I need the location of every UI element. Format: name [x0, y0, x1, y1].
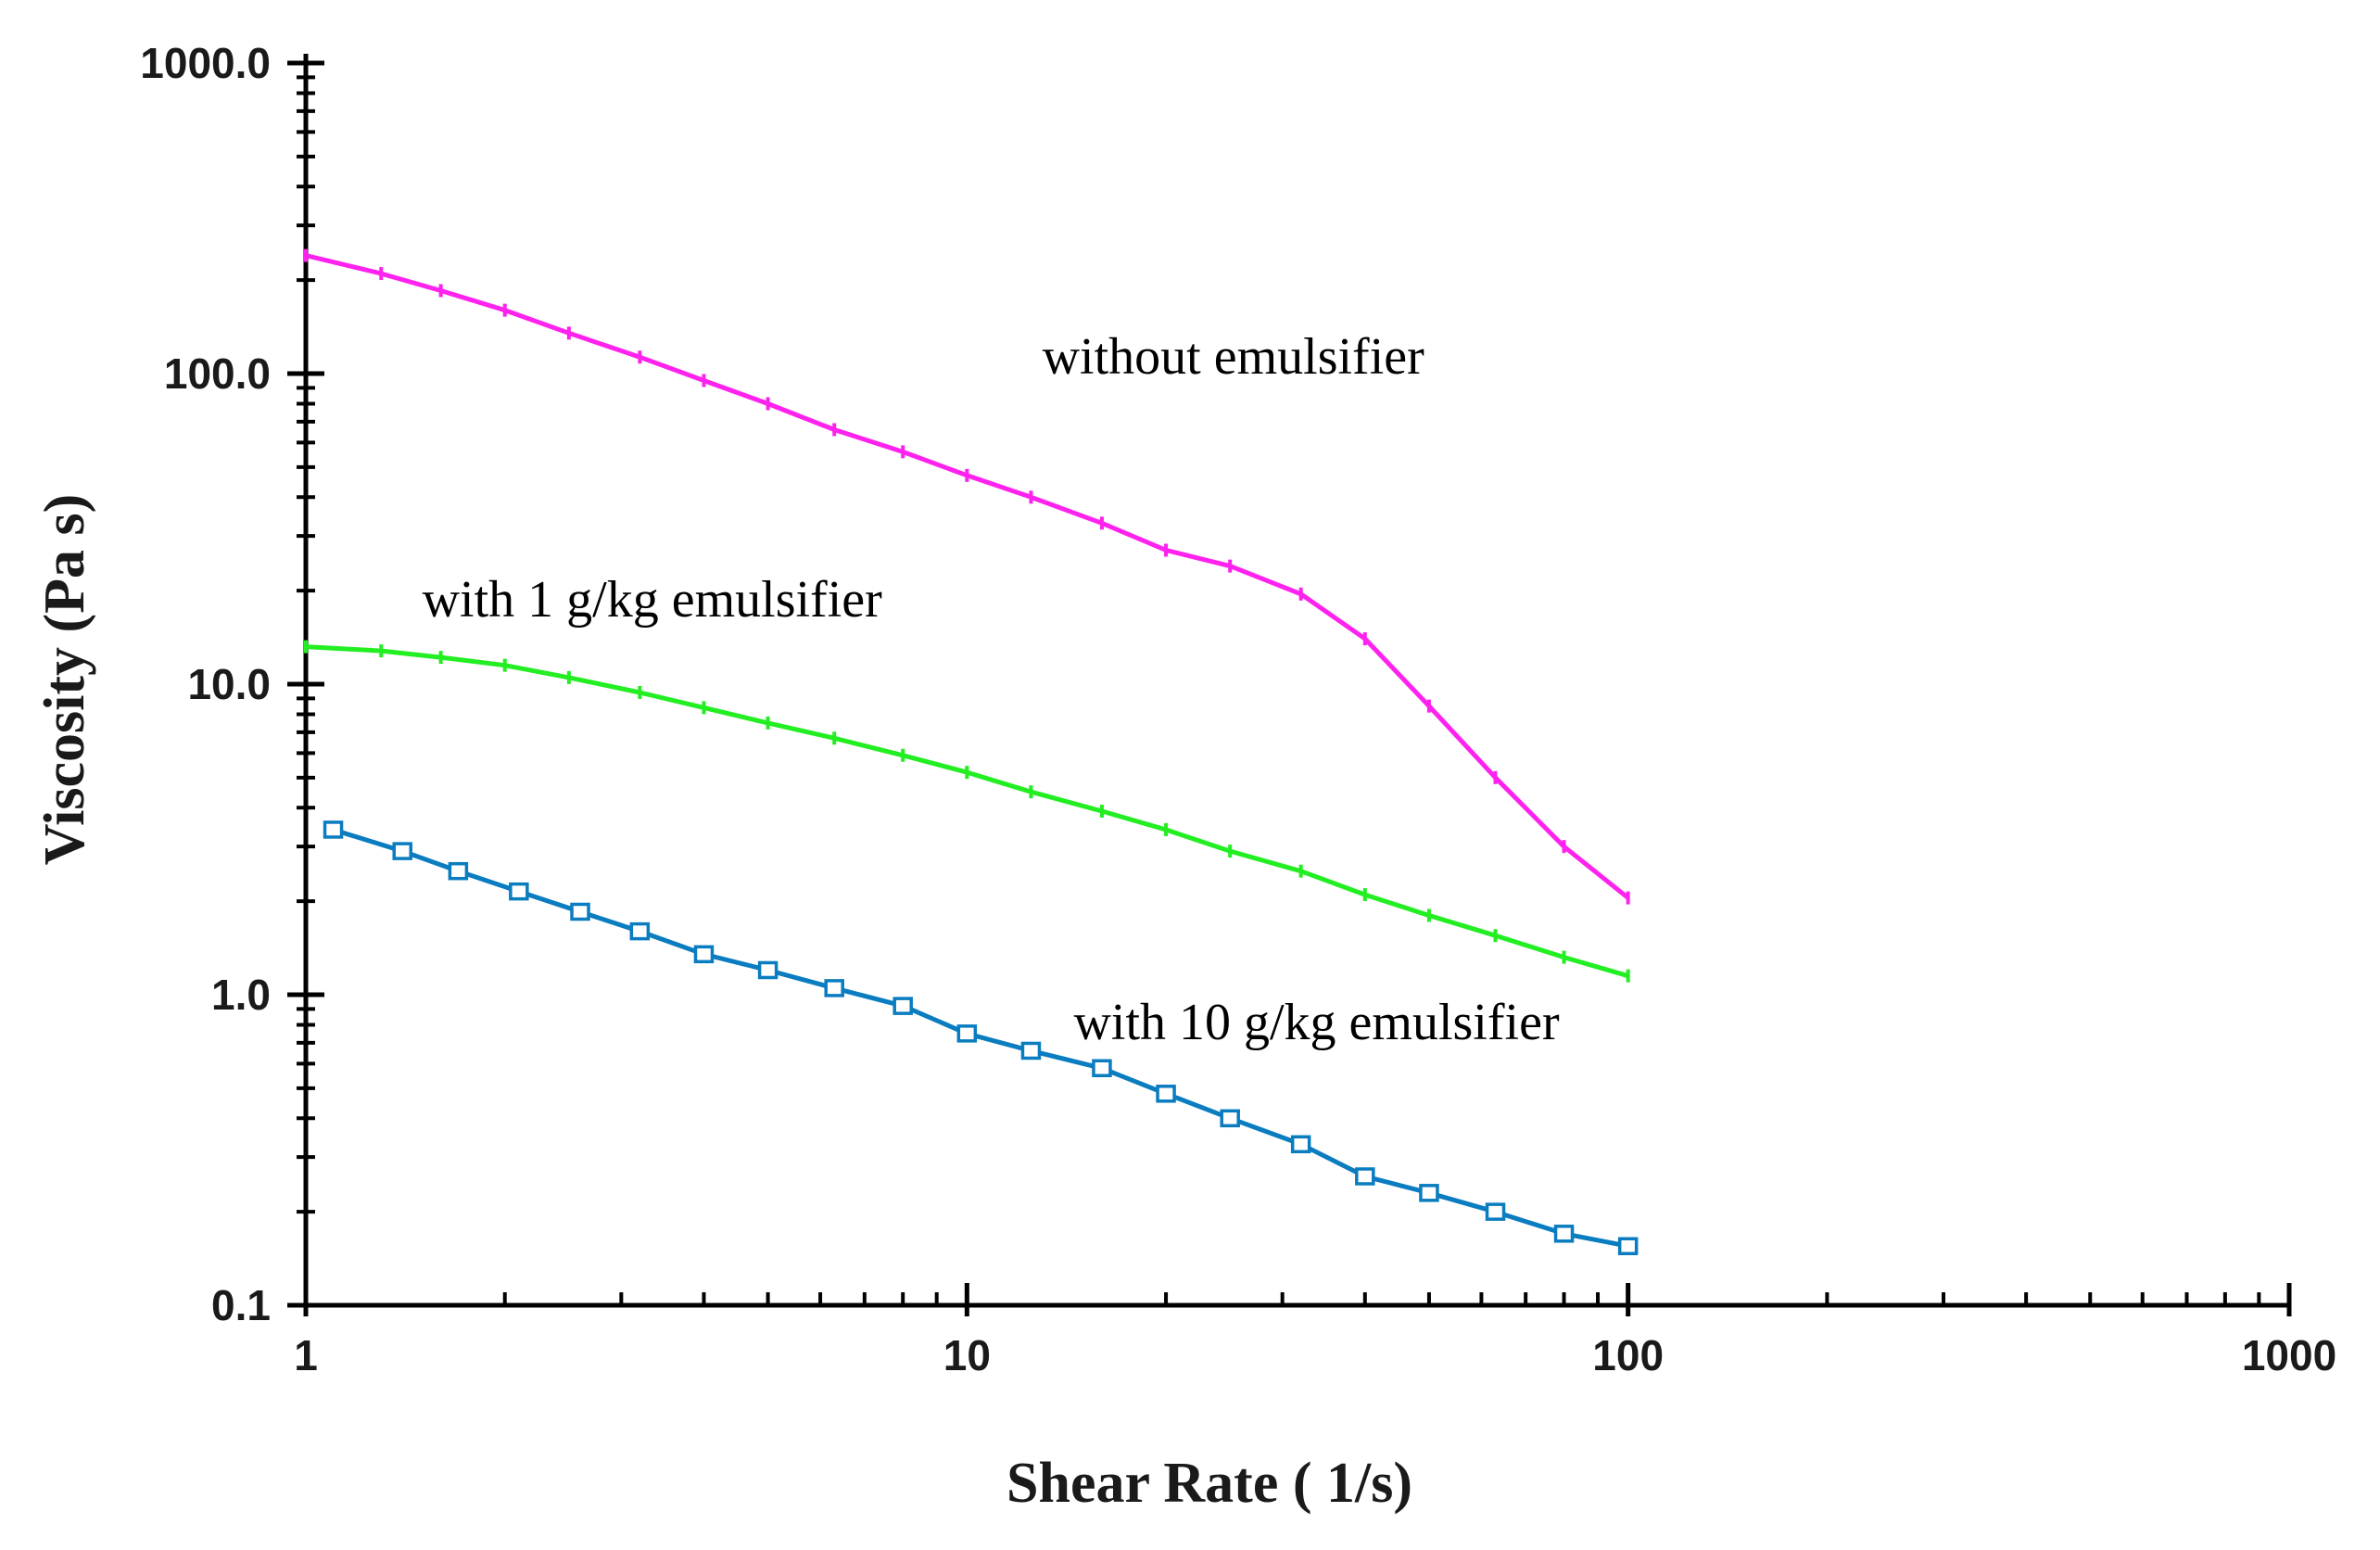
data-point: [509, 882, 529, 901]
x-axis-title: Shear Rate ( 1/s): [1006, 1452, 1412, 1515]
series-annotation: without emulsifier: [1043, 328, 1425, 386]
data-point: [392, 842, 412, 860]
data-point: [1156, 1085, 1176, 1103]
data-point: [1419, 1184, 1439, 1202]
data-point: [956, 1024, 978, 1043]
data-point: [757, 960, 779, 980]
series-without-emulsifier: [304, 248, 1630, 905]
data-point: [1290, 1135, 1311, 1154]
series-with-10-g-kg-emulsifier: [323, 820, 1639, 1255]
data-point: [448, 861, 469, 881]
series-with-1-g-kg-emulsifier: [304, 640, 1630, 983]
y-tick-label: 0.1: [211, 1281, 271, 1329]
x-tick-label: 10: [943, 1331, 991, 1379]
y-tick-label: 100.0: [164, 349, 271, 398]
data-point: [1355, 1167, 1375, 1186]
data-point: [693, 945, 715, 964]
data-point: [1220, 1109, 1240, 1128]
y-tick-label: 1.0: [211, 971, 271, 1019]
data-point: [629, 921, 651, 941]
tick-labels: 0.1 1.0 10.0 100.0 1000.0 1 10 100 1000: [140, 39, 2336, 1379]
data-point: [1020, 1041, 1042, 1061]
x-tick-label: 1000: [2242, 1331, 2336, 1379]
x-tick-label: 100: [1592, 1331, 1664, 1379]
y-tick-label: 1000.0: [140, 39, 271, 87]
data-point: [824, 979, 844, 997]
data-point: [323, 820, 344, 839]
annotations: without emulsifier with 1 g/kg emulsifier…: [423, 328, 1560, 1051]
data-point: [570, 902, 590, 921]
series-group: [304, 248, 1639, 1255]
y-axis-title: Viscosity (Pa s): [33, 494, 96, 866]
data-point: [1092, 1059, 1112, 1078]
x-tick-label: 1: [294, 1331, 318, 1379]
data-point: [1617, 1237, 1639, 1255]
series-line: [305, 644, 1629, 979]
data-point: [1553, 1225, 1575, 1243]
major-ticks: [287, 60, 2292, 1316]
data-point: [1485, 1202, 1506, 1221]
minor-ticks: [297, 75, 2261, 1305]
data-point: [892, 997, 913, 1015]
axes: [303, 54, 2289, 1308]
series-annotation: with 1 g/kg emulsifier: [423, 571, 883, 629]
series-annotation: with 10 g/kg emulsifier: [1073, 994, 1560, 1051]
y-tick-label: 10.0: [187, 660, 271, 708]
